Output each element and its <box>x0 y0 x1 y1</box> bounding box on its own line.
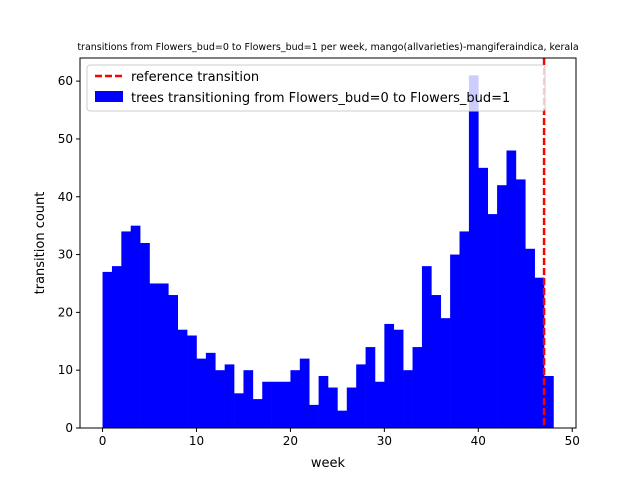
y-tick-label: 60 <box>58 74 73 88</box>
histogram-bar <box>224 364 235 428</box>
histogram-bar <box>478 167 488 428</box>
histogram-bar <box>130 225 141 428</box>
histogram-bar <box>158 283 169 428</box>
histogram-bar <box>149 283 160 428</box>
histogram-bar <box>177 329 188 428</box>
histogram-bar <box>140 243 150 428</box>
y-tick-label: 20 <box>58 305 73 319</box>
histogram-bar <box>515 179 526 428</box>
y-tick-label: 40 <box>58 190 73 204</box>
x-tick-label: 0 <box>99 434 107 448</box>
histogram-bar <box>309 404 319 428</box>
y-tick-label: 10 <box>58 363 73 377</box>
histogram-bar <box>534 277 545 428</box>
plot-frame <box>79 57 577 429</box>
histogram-bar <box>412 347 423 428</box>
x-tick-label: 30 <box>377 434 392 448</box>
y-tick-label: 30 <box>58 248 73 262</box>
histogram-bar <box>346 387 357 428</box>
histogram-bar <box>421 266 432 428</box>
histogram-bar <box>271 381 282 428</box>
chart-title: transitions from Flowers_bud=0 to Flower… <box>77 42 578 53</box>
histogram-bar <box>459 231 470 428</box>
histogram-bar <box>487 214 498 428</box>
x-axis-label: week <box>311 456 346 471</box>
histogram-bar <box>187 335 197 428</box>
histogram-bar <box>168 295 178 428</box>
bars-layer <box>102 75 554 428</box>
legend-series-swatch <box>95 91 123 102</box>
histogram-bar <box>281 381 291 428</box>
histogram-bar <box>365 347 376 428</box>
legend: reference transition trees transitioning… <box>86 64 546 112</box>
histogram-bar <box>121 231 132 428</box>
legend-reference-label: reference transition <box>131 70 259 85</box>
histogram-bar <box>525 248 535 428</box>
histogram-bar <box>290 370 301 428</box>
histogram-bar <box>102 271 113 428</box>
histogram-bar <box>393 329 404 428</box>
histogram-bar <box>403 370 413 428</box>
histogram-bar <box>215 370 225 428</box>
y-tick-label: 50 <box>58 132 73 146</box>
histogram-bar <box>252 399 263 428</box>
histogram-bar <box>337 410 348 428</box>
histogram-bar <box>205 352 216 428</box>
histogram-bar <box>544 375 554 428</box>
histogram-bar <box>111 266 122 428</box>
histogram-bar <box>497 185 507 428</box>
legend-box <box>86 64 546 112</box>
x-tick-label: 20 <box>283 434 298 448</box>
x-tick-label: 40 <box>471 434 486 448</box>
y-axis-ticks: 0 10 20 30 40 50 60 <box>58 74 80 435</box>
x-tick-label: 10 <box>189 434 204 448</box>
histogram-bar <box>431 295 442 428</box>
x-axis-ticks: 0 10 20 30 40 50 <box>99 428 580 448</box>
histogram-bar <box>374 381 385 428</box>
legend-series-label: trees transitioning from Flowers_bud=0 t… <box>131 91 510 106</box>
histogram-bar <box>243 370 254 428</box>
y-tick-label: 0 <box>65 421 73 435</box>
histogram-bar <box>234 393 244 428</box>
histogram-bar <box>356 364 366 428</box>
histogram-bar <box>196 358 207 428</box>
histogram-bar <box>384 323 395 428</box>
histogram-bar <box>318 375 329 428</box>
histogram-bar <box>440 318 451 428</box>
histogram-bar <box>468 75 479 428</box>
histogram-bar <box>506 150 517 428</box>
histogram-bar <box>328 387 338 428</box>
histogram-bar <box>299 358 310 428</box>
x-tick-label: 50 <box>565 434 580 448</box>
y-axis-label: transition count <box>33 192 48 295</box>
histogram-bar <box>262 381 272 428</box>
histogram-bar <box>450 254 460 428</box>
